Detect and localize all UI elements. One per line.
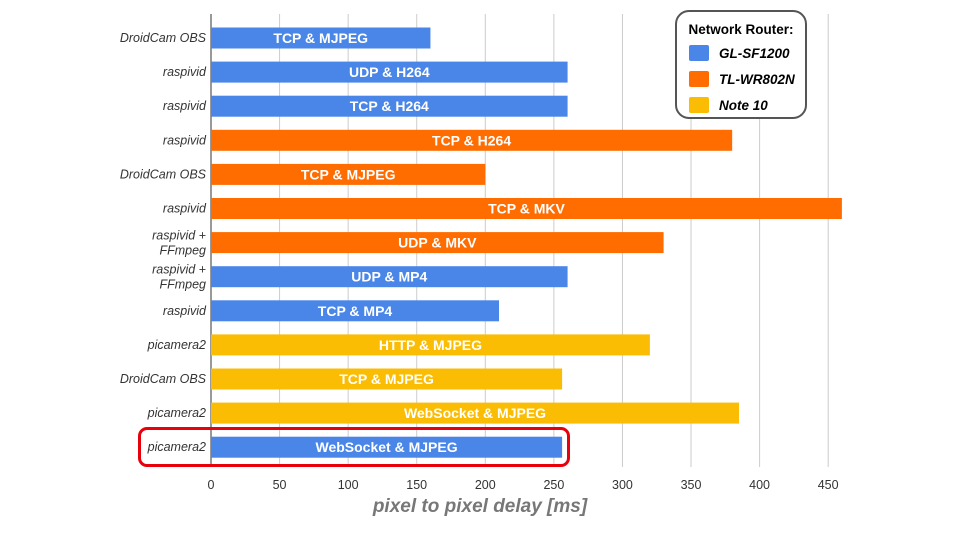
x-tick-label: 200 bbox=[475, 478, 496, 492]
bar bbox=[211, 436, 563, 458]
x-tick-label: 350 bbox=[681, 478, 702, 492]
category-label: raspivid + bbox=[152, 263, 206, 277]
category-label: DroidCam OBS bbox=[120, 31, 207, 45]
legend-item-note-10: Note 10 bbox=[689, 95, 768, 115]
bar-label: WebSocket & MJPEG bbox=[315, 439, 457, 455]
bar-label: HTTP & MJPEG bbox=[379, 337, 482, 353]
bar-label: TCP & H264 bbox=[432, 132, 511, 148]
bar bbox=[211, 61, 568, 83]
x-tick-label: 300 bbox=[612, 478, 633, 492]
bar-label: WebSocket & MJPEG bbox=[404, 405, 546, 421]
legend-swatch bbox=[689, 71, 709, 87]
x-tick-labels: 0 50 100 150 200 250 300 350 400 450 bbox=[208, 478, 839, 492]
legend-item-tl-wr802n: TL-WR802N bbox=[689, 69, 795, 89]
x-tick-label: 400 bbox=[749, 478, 770, 492]
x-axis-label: pixel to pixel delay [ms] bbox=[372, 496, 588, 517]
x-tick-label: 150 bbox=[406, 478, 427, 492]
category-labels: DroidCam OBS raspivid raspivid raspivid Droi… bbox=[120, 31, 207, 454]
bar-label: TCP & MKV bbox=[488, 201, 565, 217]
x-tick-label: 100 bbox=[338, 478, 359, 492]
bar bbox=[211, 402, 740, 424]
category-label: DroidCam OBS bbox=[120, 167, 207, 181]
bar-label: TCP & MJPEG bbox=[301, 166, 396, 182]
legend: Network Router: GL-SF1200 TL-WR802N Note… bbox=[675, 10, 807, 119]
x-tick-label: 0 bbox=[208, 478, 215, 492]
legend-item-gl-sf1200: GL-SF1200 bbox=[689, 43, 790, 63]
category-label: FFmpeg bbox=[159, 278, 206, 292]
category-label: picamera2 bbox=[147, 406, 206, 420]
legend-swatch bbox=[689, 97, 709, 113]
legend-title: Network Router: bbox=[688, 22, 794, 37]
bar bbox=[211, 300, 500, 322]
x-tick-label: 250 bbox=[543, 478, 564, 492]
category-label: raspivid bbox=[163, 304, 207, 318]
bar bbox=[211, 27, 431, 49]
category-label: raspivid bbox=[163, 202, 207, 216]
bar-label: TCP & MJPEG bbox=[339, 371, 434, 387]
legend-entry-label: Note 10 bbox=[719, 97, 768, 113]
bars-group: TCP & MJPEG UDP & H264 TCP & H264 TCP & H26… bbox=[211, 27, 842, 458]
category-label: raspivid bbox=[163, 99, 207, 113]
category-label: FFmpeg bbox=[159, 244, 206, 258]
bar-label: TCP & MJPEG bbox=[273, 30, 368, 46]
legend-entry-label: GL-SF1200 bbox=[719, 45, 790, 61]
legend-entry-label: TL-WR802N bbox=[719, 71, 795, 87]
category-label: raspivid + bbox=[152, 229, 206, 243]
x-tick-label: 50 bbox=[273, 478, 287, 492]
bar bbox=[211, 232, 664, 254]
category-label: picamera2 bbox=[147, 338, 206, 352]
bar bbox=[211, 163, 486, 185]
bar-label: UDP & MP4 bbox=[351, 269, 427, 285]
category-label: DroidCam OBS bbox=[120, 372, 207, 386]
bar-label: TCP & H264 bbox=[350, 98, 429, 114]
category-label: raspivid bbox=[163, 133, 207, 147]
bar bbox=[211, 368, 563, 390]
bar-label: UDP & H264 bbox=[349, 64, 430, 80]
bar-label: UDP & MKV bbox=[398, 235, 477, 251]
bar bbox=[211, 95, 568, 117]
bar bbox=[211, 334, 650, 356]
legend-swatch bbox=[689, 45, 709, 61]
category-label: picamera2 bbox=[147, 440, 206, 454]
highlight-box bbox=[138, 427, 570, 467]
bar bbox=[211, 266, 568, 288]
bar bbox=[211, 129, 733, 151]
bar bbox=[211, 198, 842, 219]
bar-label: TCP & MP4 bbox=[318, 303, 393, 319]
category-label: raspivid bbox=[163, 65, 207, 79]
x-tick-label: 450 bbox=[818, 478, 839, 492]
